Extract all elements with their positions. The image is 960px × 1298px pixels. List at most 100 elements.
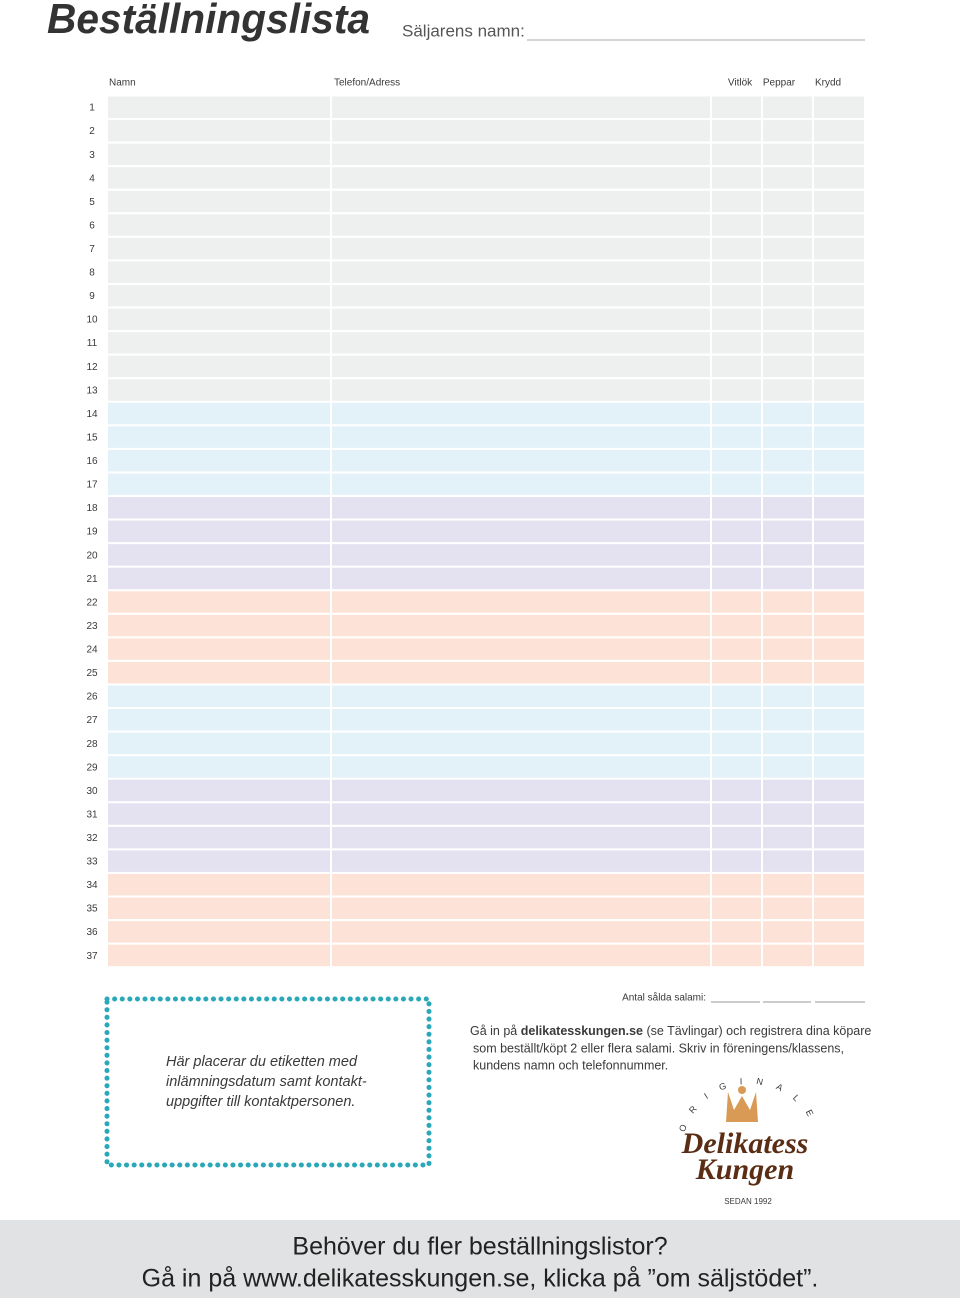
- table-cell: [332, 143, 710, 166]
- info-text: (se Tävlingar) och registrera dina köpar…: [643, 1024, 871, 1038]
- row-number: 7: [89, 244, 95, 255]
- table-cell: [108, 591, 330, 613]
- table-cell: [332, 96, 710, 118]
- table-cell: [712, 567, 761, 590]
- table-cell: [108, 143, 330, 166]
- table-cell: [763, 143, 812, 166]
- brand-line: Delikatess: [681, 1127, 809, 1160]
- table-cell: [332, 379, 710, 401]
- table-cell: [712, 614, 761, 637]
- table-cell: [108, 237, 330, 260]
- table-cell: [763, 190, 812, 213]
- table-cell: [332, 544, 710, 566]
- table-cell: [108, 661, 330, 684]
- table-cell: [332, 897, 710, 920]
- table-cell: [814, 355, 864, 378]
- table-cell: [108, 497, 330, 519]
- row-number: 15: [86, 432, 98, 443]
- row-number: 34: [86, 880, 98, 891]
- table-cell: [763, 732, 812, 755]
- table-cell: [712, 237, 761, 260]
- row-number: 26: [86, 692, 98, 703]
- table-cell: [712, 873, 761, 896]
- table-cell: [814, 120, 864, 142]
- table-cell: [332, 638, 710, 660]
- table-cell: [332, 332, 710, 354]
- table-cell: [712, 544, 761, 566]
- table-cell: [763, 497, 812, 519]
- table-cell: [814, 261, 864, 283]
- table-cell: [814, 308, 864, 331]
- table-cell: [332, 520, 710, 543]
- table-cell: [712, 497, 761, 519]
- row-number: 14: [86, 409, 98, 420]
- table-cell: [814, 921, 864, 943]
- table-cell: [712, 779, 761, 802]
- table-cell: [763, 379, 812, 401]
- table-cell: [108, 402, 330, 425]
- row-number: 4: [89, 173, 95, 184]
- table-cell: [332, 120, 710, 142]
- table-cell: [712, 803, 761, 825]
- table-cell: [814, 544, 864, 566]
- table-cell: [763, 426, 812, 448]
- table-cell: [763, 402, 812, 425]
- table-cell: [814, 190, 864, 213]
- table-cell: [763, 284, 812, 307]
- table-cell: [712, 921, 761, 943]
- row-number: 23: [86, 621, 98, 632]
- table-cell: [108, 332, 330, 354]
- info-text: Gå in på: [470, 1024, 521, 1038]
- table-cell: [108, 850, 330, 872]
- footer-line: Behöver du fler beställningslistor?: [292, 1233, 667, 1261]
- table-cell: [332, 426, 710, 448]
- label-box: [104, 996, 432, 1168]
- table-cell: [814, 850, 864, 872]
- table-cell: [763, 803, 812, 825]
- row-number: 9: [89, 291, 95, 302]
- crown: [726, 1092, 758, 1122]
- column-header: Namn: [109, 78, 136, 89]
- table-cell: [332, 308, 710, 331]
- table-cell: [814, 237, 864, 260]
- table-cell: [763, 661, 812, 684]
- table-cell: [814, 497, 864, 519]
- table-cell: [763, 685, 812, 707]
- row-number: 24: [86, 645, 98, 656]
- table-cell: [763, 921, 812, 943]
- title: Beställningslista: [47, 0, 370, 42]
- table-cell: [814, 826, 864, 849]
- table-cell: [814, 379, 864, 401]
- row-number: 31: [86, 809, 98, 820]
- label-box-text: inlämningsdatum samt kontakt-: [166, 1074, 367, 1090]
- table-cell: [712, 167, 761, 189]
- table-cell: [814, 284, 864, 307]
- table-cell: [108, 544, 330, 566]
- table-cell: [814, 661, 864, 684]
- row-number: 13: [86, 385, 98, 396]
- table-cell: [332, 779, 710, 802]
- table-cell: [763, 332, 812, 354]
- table-cell: [763, 591, 812, 613]
- table-cell: [763, 944, 812, 967]
- table-cell: [332, 497, 710, 519]
- table-cell: [332, 826, 710, 849]
- table-cell: [712, 332, 761, 354]
- logo-since: SEDAN 1992: [724, 1197, 772, 1206]
- table-cell: [712, 120, 761, 142]
- row-number: 32: [86, 833, 98, 844]
- table-cell: [108, 567, 330, 590]
- table-cell: [108, 284, 330, 307]
- table-cell: [332, 614, 710, 637]
- table-cell: [712, 732, 761, 755]
- table-cell: [814, 638, 864, 660]
- table-cell: [108, 214, 330, 236]
- table-cell: [814, 685, 864, 707]
- table-cell: [712, 591, 761, 613]
- row-number: 28: [86, 739, 98, 750]
- row-number: 37: [86, 951, 98, 962]
- table-cell: [763, 638, 812, 660]
- table-cell: [712, 850, 761, 872]
- table-cell: [814, 803, 864, 825]
